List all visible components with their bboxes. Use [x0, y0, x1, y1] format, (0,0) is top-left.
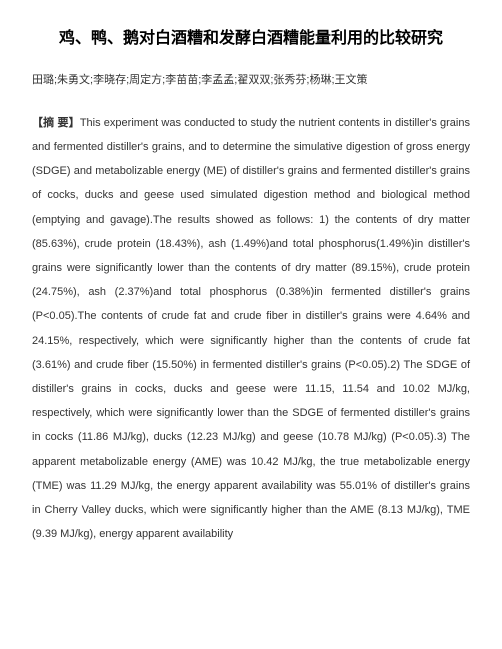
abstract-block: 【摘 要】This experiment was conducted to st…	[32, 111, 470, 546]
paper-title: 鸡、鸭、鹅对白酒糟和发酵白酒糟能量利用的比较研究	[32, 28, 470, 50]
abstract-body: This experiment was conducted to study t…	[32, 117, 470, 540]
abstract-label: 【摘 要】	[32, 117, 80, 129]
authors-line: 田璐;朱勇文;李晓存;周定方;李苗苗;李孟孟;翟双双;张秀芬;杨琳;王文策	[32, 72, 470, 89]
